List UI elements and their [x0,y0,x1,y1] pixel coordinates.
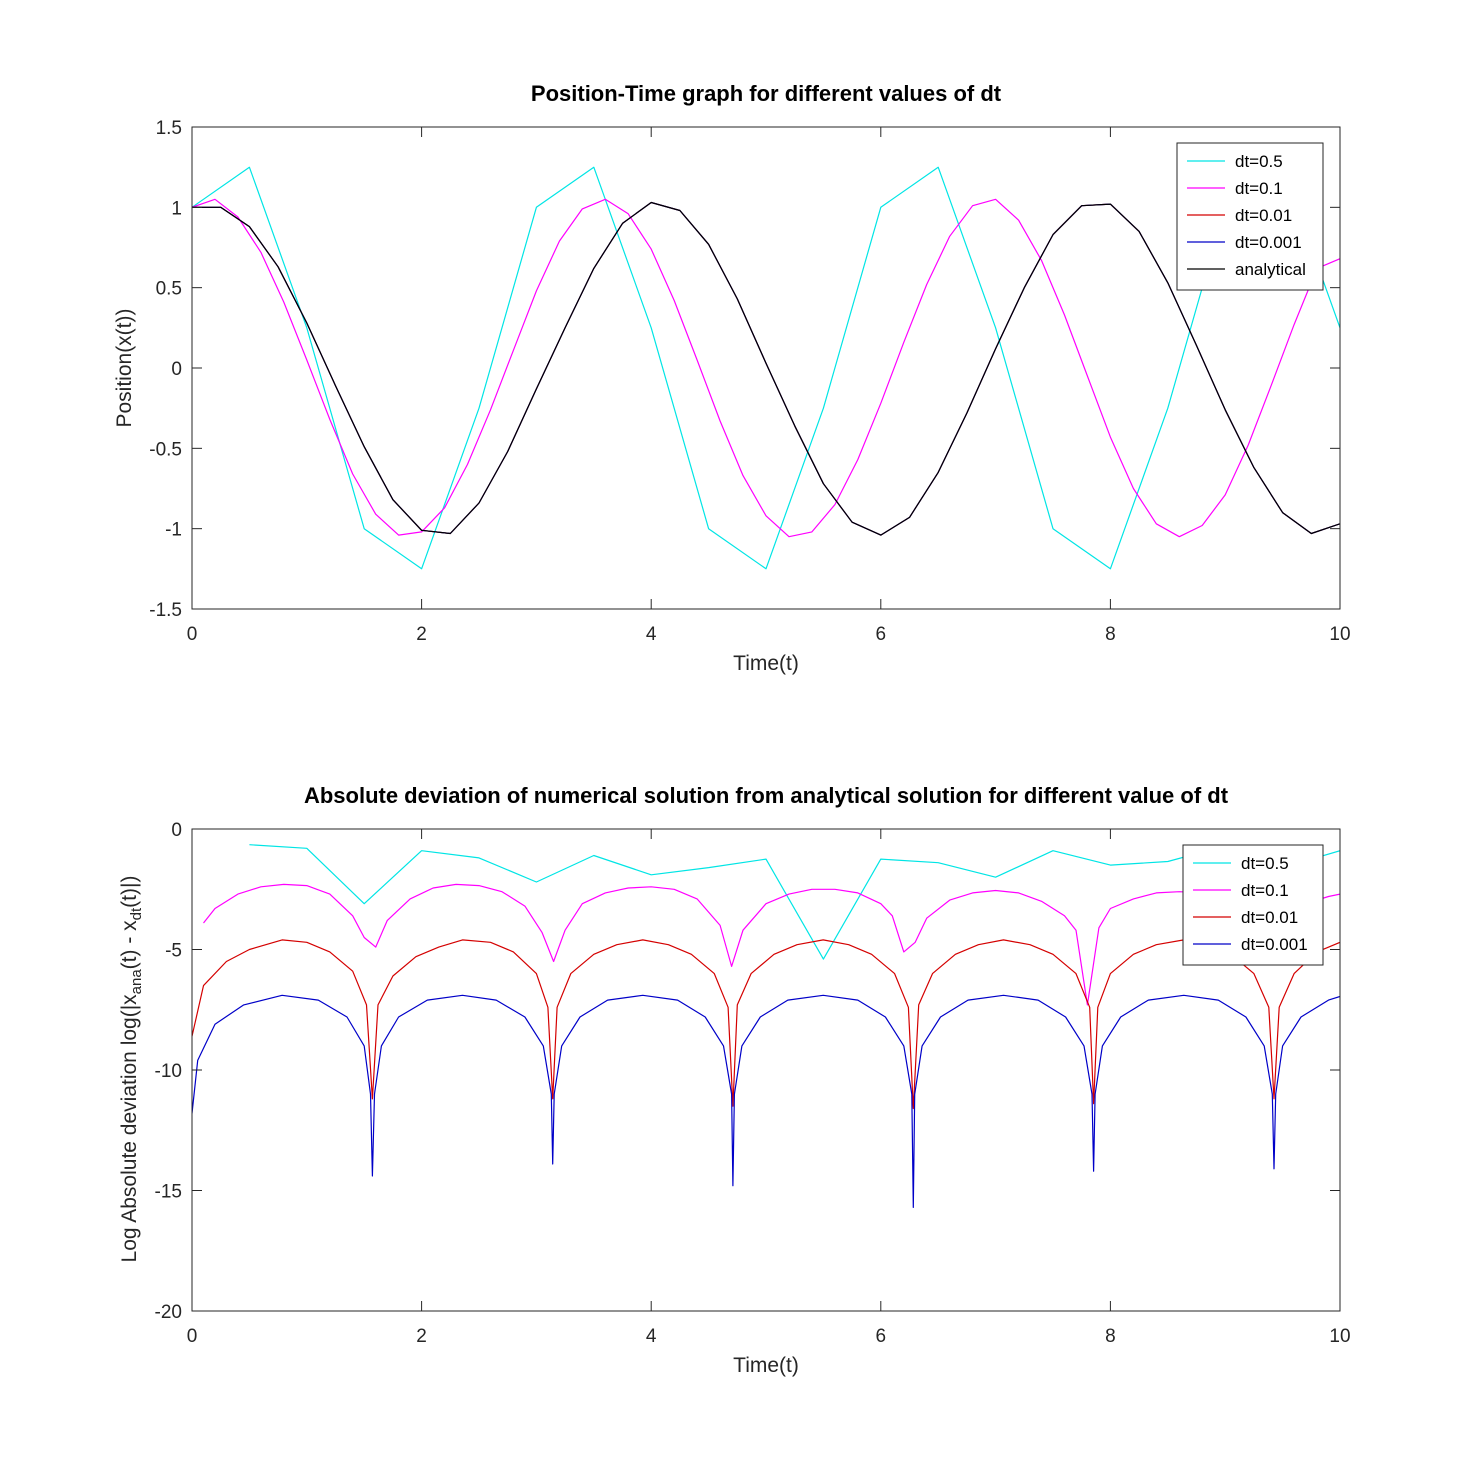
legend-label: dt=0.1 [1241,881,1289,900]
legend-box [1176,142,1324,291]
series-line-dt-0-1 [192,198,1340,538]
series-group [192,166,1340,570]
series-line-dt-0-01 [192,939,1340,1110]
x-tick-label: 10 [1329,624,1350,645]
y-tick-label: 1.5 [156,118,182,139]
y-tick-label: 1 [171,198,182,219]
x-tick-label: 8 [1105,624,1116,645]
x-tick-label: 0 [187,1326,198,1347]
series-line-dt-0-01 [192,201,1340,536]
x-tick-label: 4 [646,1326,657,1347]
series-line-dt-0-5 [192,166,1340,570]
series-line-dt-0-5 [249,844,1340,960]
y-tick-label: -20 [155,1302,182,1323]
legend-label: dt=0.5 [1235,152,1283,171]
y-tick-label: -1.5 [149,600,182,621]
y-tick-label: -5 [165,941,182,962]
series-line-dt-0-001 [192,201,1340,536]
series-line-analytical [192,201,1340,536]
axes-frame [191,828,1341,1312]
x-axis-label: Time(t) [733,652,799,675]
y-tick-label: -10 [155,1061,182,1082]
legend-box [1182,844,1324,966]
y-axis-label: Position(x(t)) [113,308,136,427]
y-tick-label: -0.5 [149,439,182,460]
x-tick-label: 8 [1105,1326,1116,1347]
y-axis-label: Log Absolute deviation log(|xana(t) - xd… [118,876,145,1263]
x-tick-label: 4 [646,624,657,645]
x-tick-label: 2 [416,1326,427,1347]
axes-frame [191,126,1341,610]
series-line-dt-0-1 [203,883,1340,1006]
x-tick-label: 6 [876,624,887,645]
y-tick-label: -15 [155,1182,182,1203]
legend-label: dt=0.01 [1235,206,1292,225]
y-tick-label: 0 [171,359,182,380]
x-tick-label: 6 [876,1326,887,1347]
plot-title: Position-Time graph for different values… [531,81,1002,106]
legend-label: dt=0.5 [1241,854,1289,873]
x-axis-label: Time(t) [733,1354,799,1377]
plot-title: Absolute deviation of numerical solution… [304,783,1229,808]
x-tick-label: 0 [187,624,198,645]
y-tick-label: 0.5 [156,279,182,300]
legend-label: dt=0.001 [1241,935,1308,954]
series-group [192,844,1340,1209]
legend-label: dt=0.1 [1235,179,1283,198]
series-line-dt-0-001 [192,994,1340,1209]
absolute-deviation-plot: Absolute deviation of numerical solution… [118,783,1351,1377]
legend-label: dt=0.001 [1235,233,1302,252]
x-tick-label: 2 [416,624,427,645]
legend: dt=0.5 dt=0.1 dt=0.01 dt=0.001 [1182,844,1324,966]
x-tick-label: 10 [1329,1326,1350,1347]
y-tick-label: -1 [165,520,182,541]
legend-label: dt=0.01 [1241,908,1298,927]
position-time-plot: Position-Time graph for different values… [113,81,1351,675]
legend-label: analytical [1235,260,1306,279]
y-tick-label: 0 [171,820,182,841]
legend: dt=0.5 dt=0.1 dt=0.01 dt=0.001 analytical [1176,142,1324,291]
